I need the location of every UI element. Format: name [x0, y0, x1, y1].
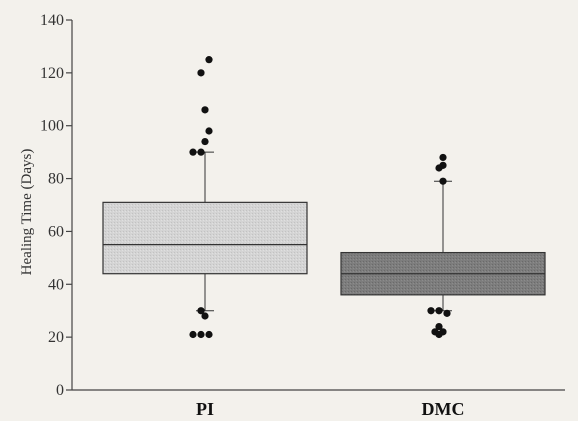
- outlier-point: [443, 309, 451, 317]
- x-category-label: PI: [196, 399, 214, 419]
- outlier-point: [205, 127, 213, 135]
- box-pi: PI: [102, 56, 308, 419]
- outlier-point: [189, 330, 197, 339]
- outlier-point: [435, 307, 443, 315]
- y-tick-label: 100: [40, 118, 64, 135]
- y-tick-label: 80: [48, 171, 64, 188]
- y-tick-label: 0: [56, 382, 64, 399]
- outlier-point: [205, 56, 213, 64]
- outlier-point: [201, 106, 209, 114]
- outlier-point: [197, 307, 205, 315]
- boxes: PI DMC: [102, 56, 546, 419]
- outlier-point: [439, 153, 447, 162]
- box-dmc: DMC: [340, 153, 546, 419]
- y-axis-label: Healing Time (Days): [19, 149, 35, 276]
- x-category-label: DMC: [422, 399, 465, 419]
- y-tick-label: 60: [48, 223, 64, 240]
- outlier-point: [435, 164, 443, 172]
- outlier-point: [201, 137, 209, 146]
- axes: 0 20 40 60 80 100 120 140: [40, 12, 565, 399]
- outlier-point: [189, 148, 197, 156]
- outlier-point: [201, 312, 209, 320]
- outlier-point: [427, 307, 435, 315]
- y-tick-label: 120: [40, 65, 64, 82]
- outlier-point: [435, 330, 443, 339]
- outlier-point: [197, 330, 205, 339]
- outlier-point: [435, 322, 443, 331]
- y-tick-label: 20: [48, 329, 64, 346]
- outlier-point: [205, 330, 213, 339]
- outlier-point: [197, 69, 205, 77]
- y-tick-label: 140: [40, 12, 64, 29]
- outlier-point: [197, 148, 205, 156]
- y-tick-label: 40: [48, 276, 64, 293]
- outlier-point: [439, 177, 447, 185]
- iqr-box: [102, 201, 308, 275]
